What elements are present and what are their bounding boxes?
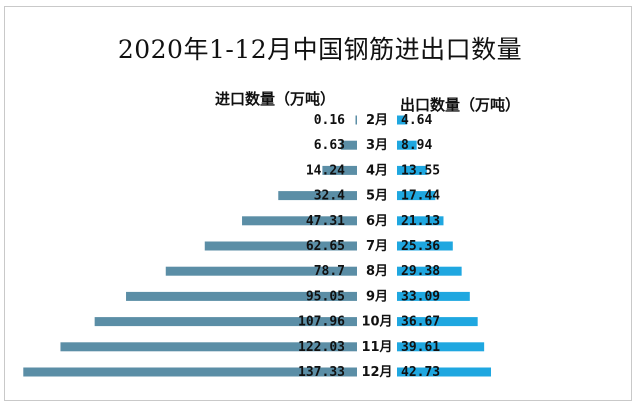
import-value-label: 107.96 [298, 315, 345, 330]
export-value-label: 39.61 [401, 340, 440, 355]
export-bar [397, 216, 444, 226]
category-label: 12月 [361, 365, 392, 380]
export-value-label: 4.64 [401, 113, 432, 128]
import-bar [165, 266, 357, 276]
import-bar [60, 342, 357, 352]
import-bar [278, 191, 357, 201]
chart-frame [4, 6, 632, 401]
import-bar [242, 216, 357, 226]
export-value-label: 8.94 [401, 138, 432, 153]
category-label: 5月 [366, 189, 388, 204]
export-bar [397, 241, 453, 251]
category-label: 10月 [361, 315, 392, 330]
import-bar [126, 291, 357, 301]
category-label: 3月 [366, 138, 388, 153]
export-value-label: 17.44 [401, 189, 440, 204]
import-value-label: 78.7 [314, 264, 345, 279]
export-bar [397, 191, 436, 201]
import-value-label: 62.65 [306, 239, 345, 254]
import-value-label: 14.24 [306, 163, 345, 178]
chart-title: 2020年1-12月中国钢筋进出口数量 [117, 35, 523, 64]
export-value-label: 21.13 [401, 214, 440, 229]
import-value-label: 0.16 [314, 113, 345, 128]
export-bar [397, 165, 427, 175]
category-label: 7月 [366, 239, 388, 254]
export-bar [397, 342, 485, 352]
export-value-label: 13.55 [401, 163, 440, 178]
import-value-label: 32.4 [314, 189, 345, 204]
category-label: 9月 [366, 289, 388, 304]
category-label: 8月 [366, 264, 388, 279]
export-bar [397, 367, 492, 377]
export-bar [397, 115, 408, 125]
import-bar [23, 367, 358, 377]
export-bar [397, 317, 478, 327]
import-series-label: 进口数量（万吨） [215, 90, 336, 108]
import-value-label: 6.63 [314, 138, 345, 153]
export-value-label: 36.67 [401, 315, 440, 330]
category-label: 6月 [366, 214, 388, 229]
import-value-label: 122.03 [298, 340, 345, 355]
export-series-label: 出口数量（万吨） [400, 96, 521, 114]
export-value-label: 33.09 [401, 289, 440, 304]
import-bar [355, 115, 357, 125]
export-bar [397, 291, 470, 301]
category-label: 11月 [361, 340, 392, 355]
import-bar [340, 140, 357, 150]
import-bar [322, 165, 357, 175]
category-label: 4月 [366, 163, 388, 178]
import-value-label: 137.33 [298, 365, 345, 380]
import-value-label: 47.31 [306, 214, 345, 229]
import-bar [204, 241, 357, 251]
import-value-label: 95.05 [306, 289, 345, 304]
import-bar [94, 317, 358, 327]
export-bar [397, 266, 462, 276]
category-label: 2月 [366, 113, 388, 128]
export-bar [397, 140, 417, 150]
export-value-label: 29.38 [401, 264, 440, 279]
export-value-label: 25.36 [401, 239, 440, 254]
export-value-label: 42.73 [401, 365, 440, 380]
